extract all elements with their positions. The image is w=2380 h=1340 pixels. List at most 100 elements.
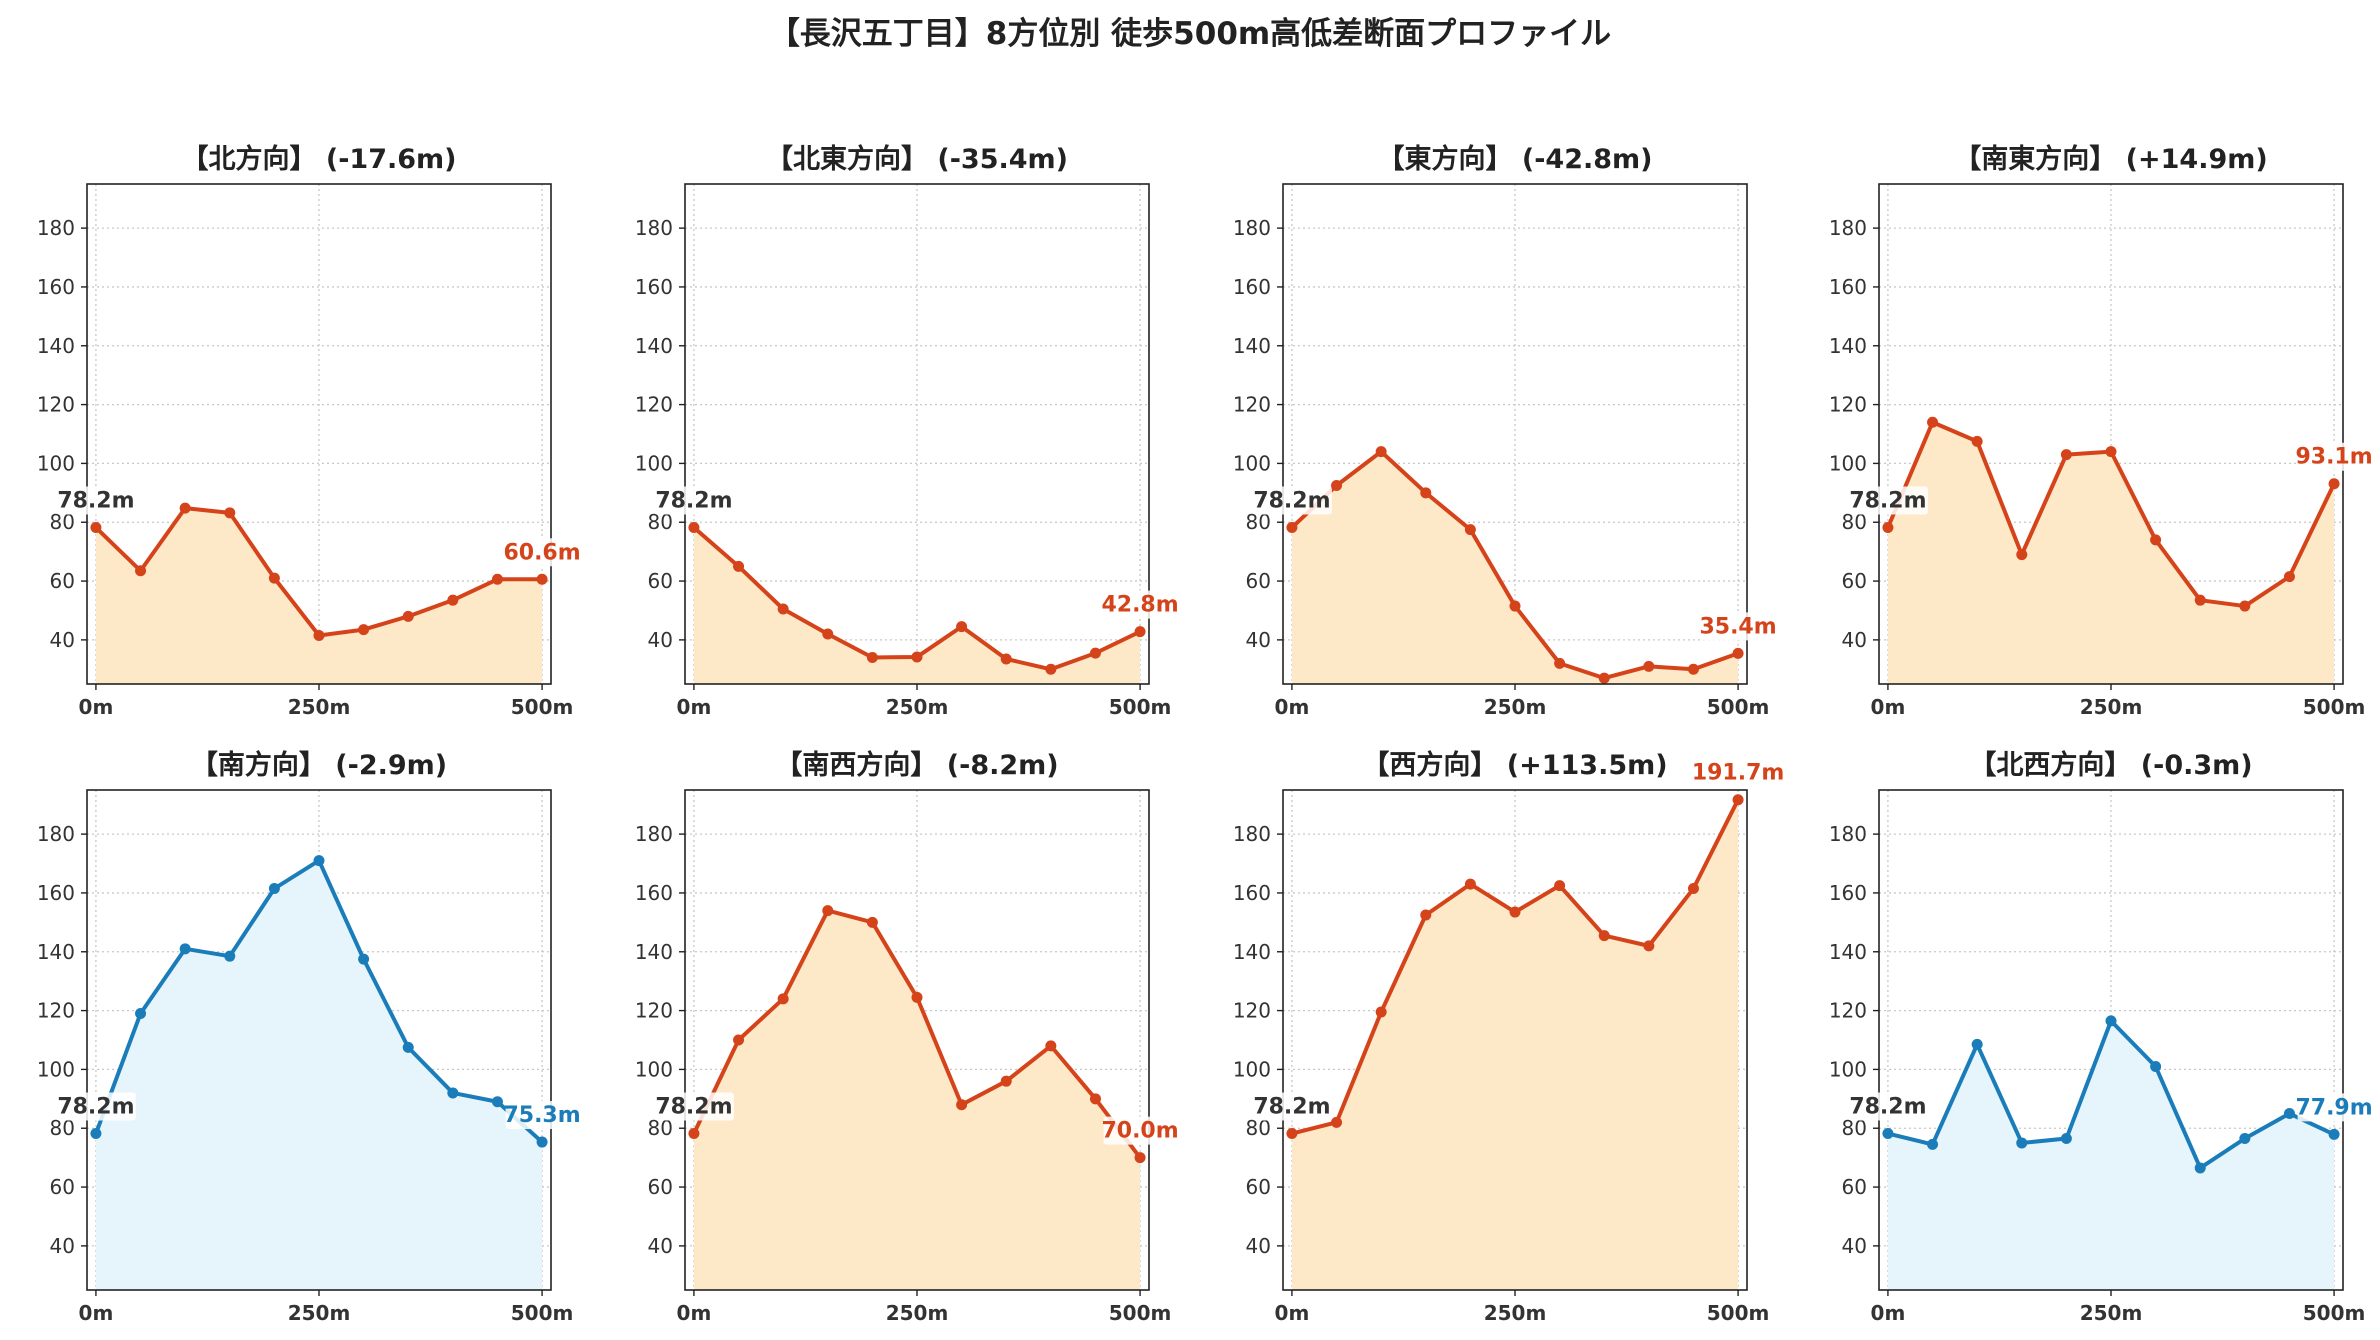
chart-6-point-9: [1687, 883, 1699, 895]
chart-0-point-5: [313, 629, 325, 641]
chart-3-ytick-7: 180: [1829, 216, 1867, 240]
chart-5-point-3: [822, 905, 834, 917]
chart-3-xtick-0: 0m: [1871, 695, 1906, 719]
chart-7-point-2: [1971, 1038, 1983, 1050]
chart-3-title: 【南東方向】 (+14.9m): [1954, 143, 2267, 175]
chart-7-xtick-2: 500m: [2303, 1301, 2366, 1325]
chart-4-point-0: [90, 1128, 102, 1140]
chart-7-ytick-5: 140: [1829, 940, 1867, 964]
chart-5-xtick-2: 500m: [1109, 1301, 1172, 1325]
chart-2-end-label-box: [1701, 612, 1775, 641]
chart-6-ytick-6: 160: [1233, 881, 1271, 905]
chart-7-point-3: [2016, 1137, 2028, 1149]
chart-4-xtick-0: 0m: [79, 1301, 114, 1325]
chart-1-title: 【北東方向】 (-35.4m): [766, 143, 1068, 175]
chart-1-ytick-0: 40: [648, 628, 673, 652]
chart-5-point-7: [1000, 1075, 1012, 1087]
chart-2-xtick-0: 0m: [1275, 695, 1310, 719]
chart-7-end-label: 77.9m: [2295, 1095, 2372, 1120]
chart-2-area: [1291, 451, 1739, 684]
chart-4-point-1: [135, 1008, 147, 1020]
chart-6-ytick-1: 60: [1246, 1175, 1271, 1199]
chart-2-ytick-3: 100: [1233, 451, 1271, 475]
chart-0-ytick-1: 60: [50, 569, 75, 593]
chart-5-ytick-3: 100: [635, 1057, 673, 1081]
chart-1-xtick-0: 0m: [677, 695, 712, 719]
chart-4-ytick-4: 120: [37, 999, 75, 1023]
chart-6-xtick-0: 0m: [1275, 1301, 1310, 1325]
chart-0-xtick-2: 500m: [511, 695, 574, 719]
chart-1-point-2: [777, 603, 789, 615]
chart-7-xtick-0: 0m: [1871, 1301, 1906, 1325]
chart-4-xtick-1: 250m: [288, 1301, 351, 1325]
chart-0-ytick-5: 140: [37, 334, 75, 358]
chart-5-point-1: [733, 1034, 745, 1046]
chart-1-ytick-6: 160: [635, 275, 673, 299]
chart-3-point-9: [2283, 571, 2295, 583]
chart-6-ytick-4: 120: [1233, 999, 1271, 1023]
chart-7-start-label: 78.2m: [1849, 1095, 1926, 1120]
chart-3-point-1: [1927, 416, 1939, 428]
chart-5-area: [693, 910, 1141, 1290]
chart-2-ytick-7: 180: [1233, 216, 1271, 240]
chart-2-xtick-2: 500m: [1707, 695, 1770, 719]
chart-2-point-3: [1420, 487, 1432, 499]
chart-3-point-0: [1882, 522, 1894, 534]
chart-0-ytick-0: 40: [50, 628, 75, 652]
chart-5-point-9: [1089, 1093, 1101, 1105]
chart-6-point-2: [1375, 1006, 1387, 1018]
chart-7-point-6: [2150, 1060, 2162, 1072]
chart-2-title: 【東方向】 (-42.8m): [1377, 143, 1652, 175]
chart-0-point-10: [536, 573, 548, 585]
chart-5-ytick-6: 160: [635, 881, 673, 905]
chart-3-ytick-6: 160: [1829, 275, 1867, 299]
chart-3-xtick-1: 250m: [2080, 695, 2143, 719]
chart-0-point-0: [90, 522, 102, 534]
chart-0-end-label: 60.6m: [503, 540, 580, 565]
chart-6-point-7: [1598, 930, 1610, 942]
chart-6-point-10: [1732, 794, 1744, 806]
chart-1-point-6: [956, 621, 968, 633]
chart-6-end-label: 191.7m: [1692, 761, 1785, 786]
chart-4-point-6: [358, 953, 370, 965]
chart-4-point-8: [447, 1087, 459, 1099]
chart-5-point-0: [688, 1128, 700, 1140]
chart-5-end-label: 70.0m: [1101, 1119, 1178, 1144]
chart-6-point-4: [1464, 878, 1476, 890]
chart-4-point-9: [491, 1096, 503, 1108]
chart-6-xtick-2: 500m: [1707, 1301, 1770, 1325]
chart-1-xtick-1: 250m: [886, 695, 949, 719]
chart-7-point-1: [1927, 1138, 1939, 1150]
chart-1-point-9: [1089, 647, 1101, 659]
chart-3-point-7: [2194, 594, 2206, 606]
chart-3-point-5: [2105, 446, 2117, 458]
chart-7-ytick-4: 120: [1829, 999, 1867, 1023]
chart-6-point-5: [1509, 906, 1521, 918]
chart-0-start-label: 78.2m: [57, 489, 134, 514]
chart-5-start-label: 78.2m: [655, 1095, 732, 1120]
chart-3-point-3: [2016, 549, 2028, 561]
chart-5-point-6: [956, 1099, 968, 1111]
chart-5-title: 【南西方向】 (-8.2m): [775, 749, 1058, 781]
chart-3-end-label-box: [2297, 442, 2371, 471]
chart-5-point-4: [866, 916, 878, 928]
chart-5-xtick-0: 0m: [677, 1301, 712, 1325]
chart-7-point-7: [2194, 1162, 2206, 1174]
chart-7-area: [1887, 1020, 2335, 1290]
chart-7-point-4: [2060, 1133, 2072, 1145]
chart-2-ytick-1: 60: [1246, 569, 1271, 593]
chart-2-point-2: [1375, 446, 1387, 458]
chart-0-end-label-box: [505, 538, 579, 567]
chart-0-point-3: [224, 507, 236, 519]
chart-2-start-label-box: [1251, 486, 1332, 515]
chart-3-start-label: 78.2m: [1849, 489, 1926, 514]
chart-0-point-9: [491, 573, 503, 585]
chart-4-start-label-box: [55, 1092, 136, 1121]
chart-0-ytick-3: 100: [37, 451, 75, 475]
chart-4-ytick-3: 100: [37, 1057, 75, 1081]
